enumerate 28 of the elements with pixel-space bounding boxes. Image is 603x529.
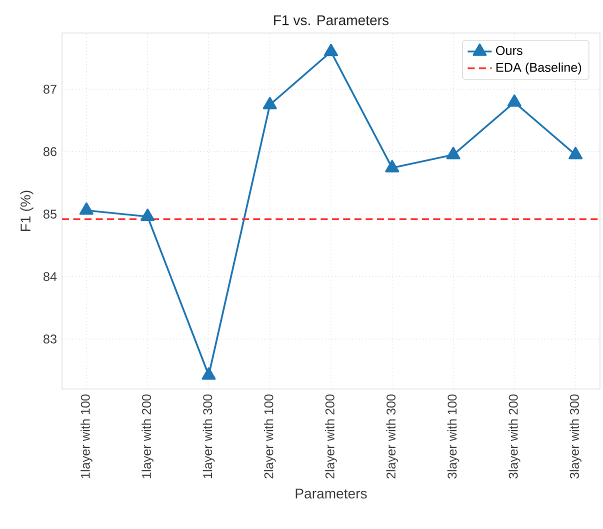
y-tick-label: 84 [44,272,57,282]
x-tick-label: 3layer with 300 [570,394,582,479]
point [385,160,400,172]
point [202,367,216,380]
x-tick-label: 2layer with 200 [325,394,337,478]
y-tick-label: 85 [44,210,56,219]
point [79,202,94,215]
point [140,208,155,222]
point [568,146,583,160]
x-tick-label: 1layer with 300 [202,394,215,478]
y-tick-label: 87 [44,84,56,94]
y-tick-label: 83 [44,334,56,344]
x-axis-title: Parameters [296,488,367,499]
x-tick-label: 2layer with 300 [386,394,398,478]
chart-title: F1 vs. Parameters [274,15,389,26]
y-tick-label: 86 [44,147,56,156]
x-tick-label: 2layer with 100 [264,394,276,478]
point [507,94,522,107]
x-tick-label: 3layer with 200 [508,394,520,479]
x-tick-label: 1layer with 200 [142,394,154,478]
legend-label: Ours [496,46,522,55]
point [262,96,277,110]
point [446,146,460,160]
legend-label: EDA (Baseline) [496,62,582,74]
y-axis-title: F1 (%) [20,190,34,231]
x-tick-label: 3layer with 100 [447,394,460,479]
x-tick-label: 1layer with 100 [80,394,92,478]
point [324,44,338,56]
